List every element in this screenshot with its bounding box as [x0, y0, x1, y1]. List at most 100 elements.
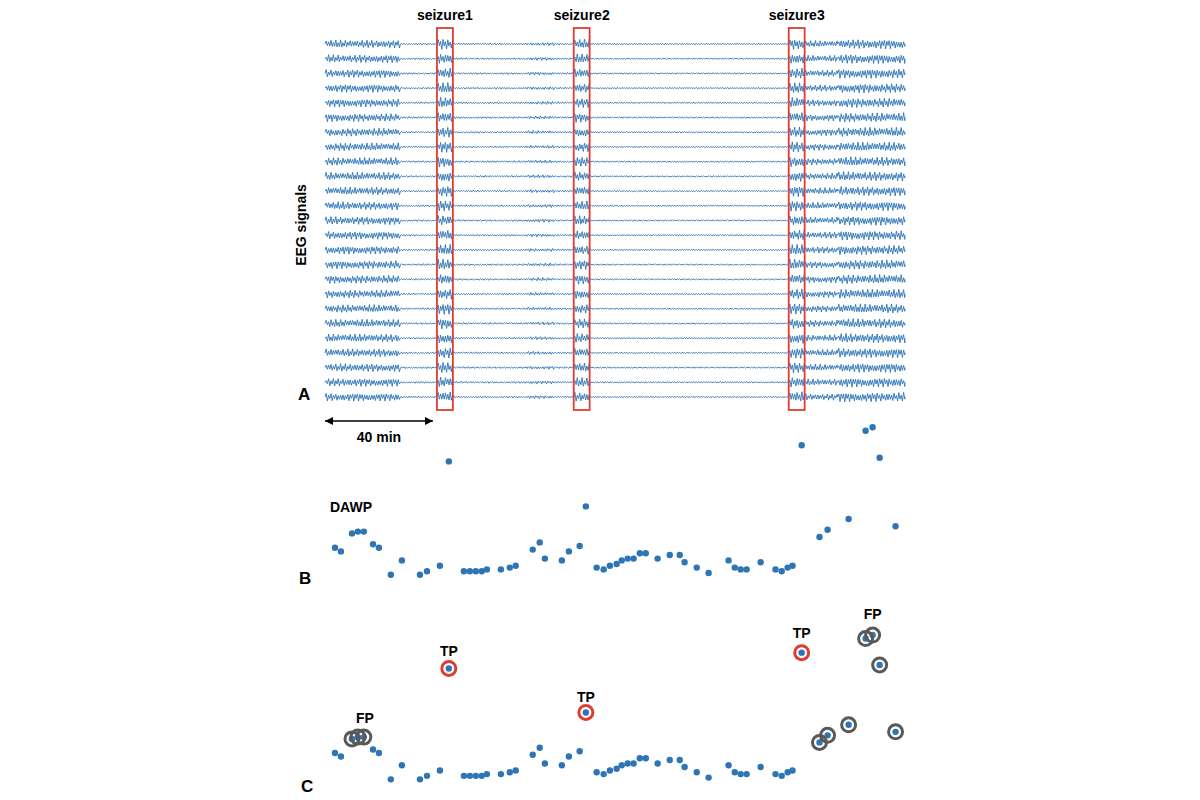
eeg-trace	[527, 160, 554, 163]
data-point	[694, 564, 700, 570]
data-point	[600, 566, 606, 572]
eeg-trace	[453, 337, 527, 339]
data-point	[630, 760, 636, 766]
eeg-trace	[437, 275, 453, 283]
eeg-trace	[789, 113, 805, 122]
eeg-trace	[574, 99, 590, 108]
eeg-trace	[325, 85, 401, 92]
data-point	[530, 546, 536, 552]
data-point	[725, 762, 731, 768]
eeg-trace	[805, 55, 838, 61]
eeg-trace	[401, 220, 438, 222]
eeg-trace	[401, 175, 438, 177]
eeg-trace	[789, 304, 805, 314]
eeg-trace	[574, 172, 590, 180]
eeg-trace	[590, 220, 789, 222]
data-point	[437, 563, 443, 569]
eeg-trace	[574, 276, 590, 284]
eeg-trace	[789, 335, 805, 344]
data-point	[816, 534, 822, 540]
data-point	[507, 564, 513, 570]
eeg-trace	[401, 293, 438, 295]
eeg-trace	[838, 40, 905, 49]
eeg-trace	[554, 352, 573, 354]
eeg-trace	[401, 352, 438, 354]
annotation: FP	[864, 606, 882, 622]
eeg-trace	[805, 277, 838, 283]
data-point	[399, 557, 405, 563]
eeg-trace	[527, 396, 554, 399]
eeg-trace	[527, 278, 554, 281]
eeg-trace	[805, 173, 838, 179]
eeg-trace	[453, 146, 527, 148]
data-point	[643, 755, 649, 761]
eeg-trace	[574, 143, 590, 152]
eeg-trace	[527, 101, 554, 104]
data-point	[376, 545, 382, 551]
eeg-trace	[838, 142, 905, 151]
eeg-trace	[527, 337, 554, 340]
eeg-trace	[805, 100, 838, 106]
data-point	[542, 760, 548, 766]
eeg-trace	[554, 161, 573, 163]
data-point	[349, 530, 355, 536]
eeg-trace	[590, 308, 789, 310]
eeg-trace	[574, 130, 590, 137]
eeg-trace	[401, 131, 438, 133]
eeg-trace	[805, 144, 838, 150]
eeg-trace	[437, 334, 453, 343]
eeg-trace	[325, 187, 401, 195]
eeg-trace	[554, 72, 573, 74]
eeg-trace	[789, 127, 805, 137]
eeg-trace	[437, 97, 453, 106]
data-point	[424, 773, 430, 779]
eeg-trace	[453, 396, 527, 398]
eeg-trace	[437, 230, 453, 239]
eeg-trace	[789, 319, 805, 328]
eeg-trace	[325, 305, 401, 313]
eeg-trace	[325, 379, 401, 387]
panel-letter: A	[298, 385, 310, 404]
data-point	[738, 771, 744, 777]
eeg-trace	[805, 217, 838, 223]
eeg-trace	[453, 381, 527, 383]
eeg-trace	[590, 205, 789, 207]
eeg-trace	[590, 43, 789, 45]
eeg-trace	[554, 190, 573, 192]
eeg-trace	[325, 393, 401, 401]
data-point	[513, 767, 519, 773]
eeg-trace	[574, 363, 590, 371]
data-point	[694, 769, 700, 775]
eeg-trace	[805, 202, 838, 208]
eeg-trace	[527, 131, 554, 134]
eeg-trace	[590, 293, 789, 295]
eeg-trace	[453, 58, 527, 60]
eeg-trace	[590, 352, 789, 354]
data-point	[779, 773, 785, 779]
eeg-trace	[789, 274, 805, 282]
eeg-trace	[325, 55, 401, 63]
detection-ring	[873, 658, 887, 672]
data-point	[619, 557, 625, 563]
eeg-trace	[401, 87, 438, 89]
data-point	[566, 753, 572, 759]
data-point	[376, 750, 382, 756]
eeg-trace	[401, 337, 438, 339]
eeg-trace	[805, 188, 838, 194]
data-point	[725, 557, 731, 563]
data-point	[473, 568, 479, 574]
eeg-trace	[590, 367, 789, 369]
eeg-trace	[805, 130, 838, 136]
data-point	[417, 776, 423, 782]
eeg-trace	[527, 219, 554, 222]
eeg-trace	[325, 334, 401, 342]
panel-letter: C	[301, 777, 313, 796]
eeg-trace	[437, 201, 453, 211]
data-point	[772, 566, 778, 572]
detection-ring	[442, 661, 456, 675]
eeg-trace	[805, 247, 838, 253]
eeg-trace	[789, 289, 805, 299]
eeg-trace	[453, 293, 527, 295]
eeg-panel	[325, 39, 905, 402]
eeg-trace	[325, 364, 401, 372]
